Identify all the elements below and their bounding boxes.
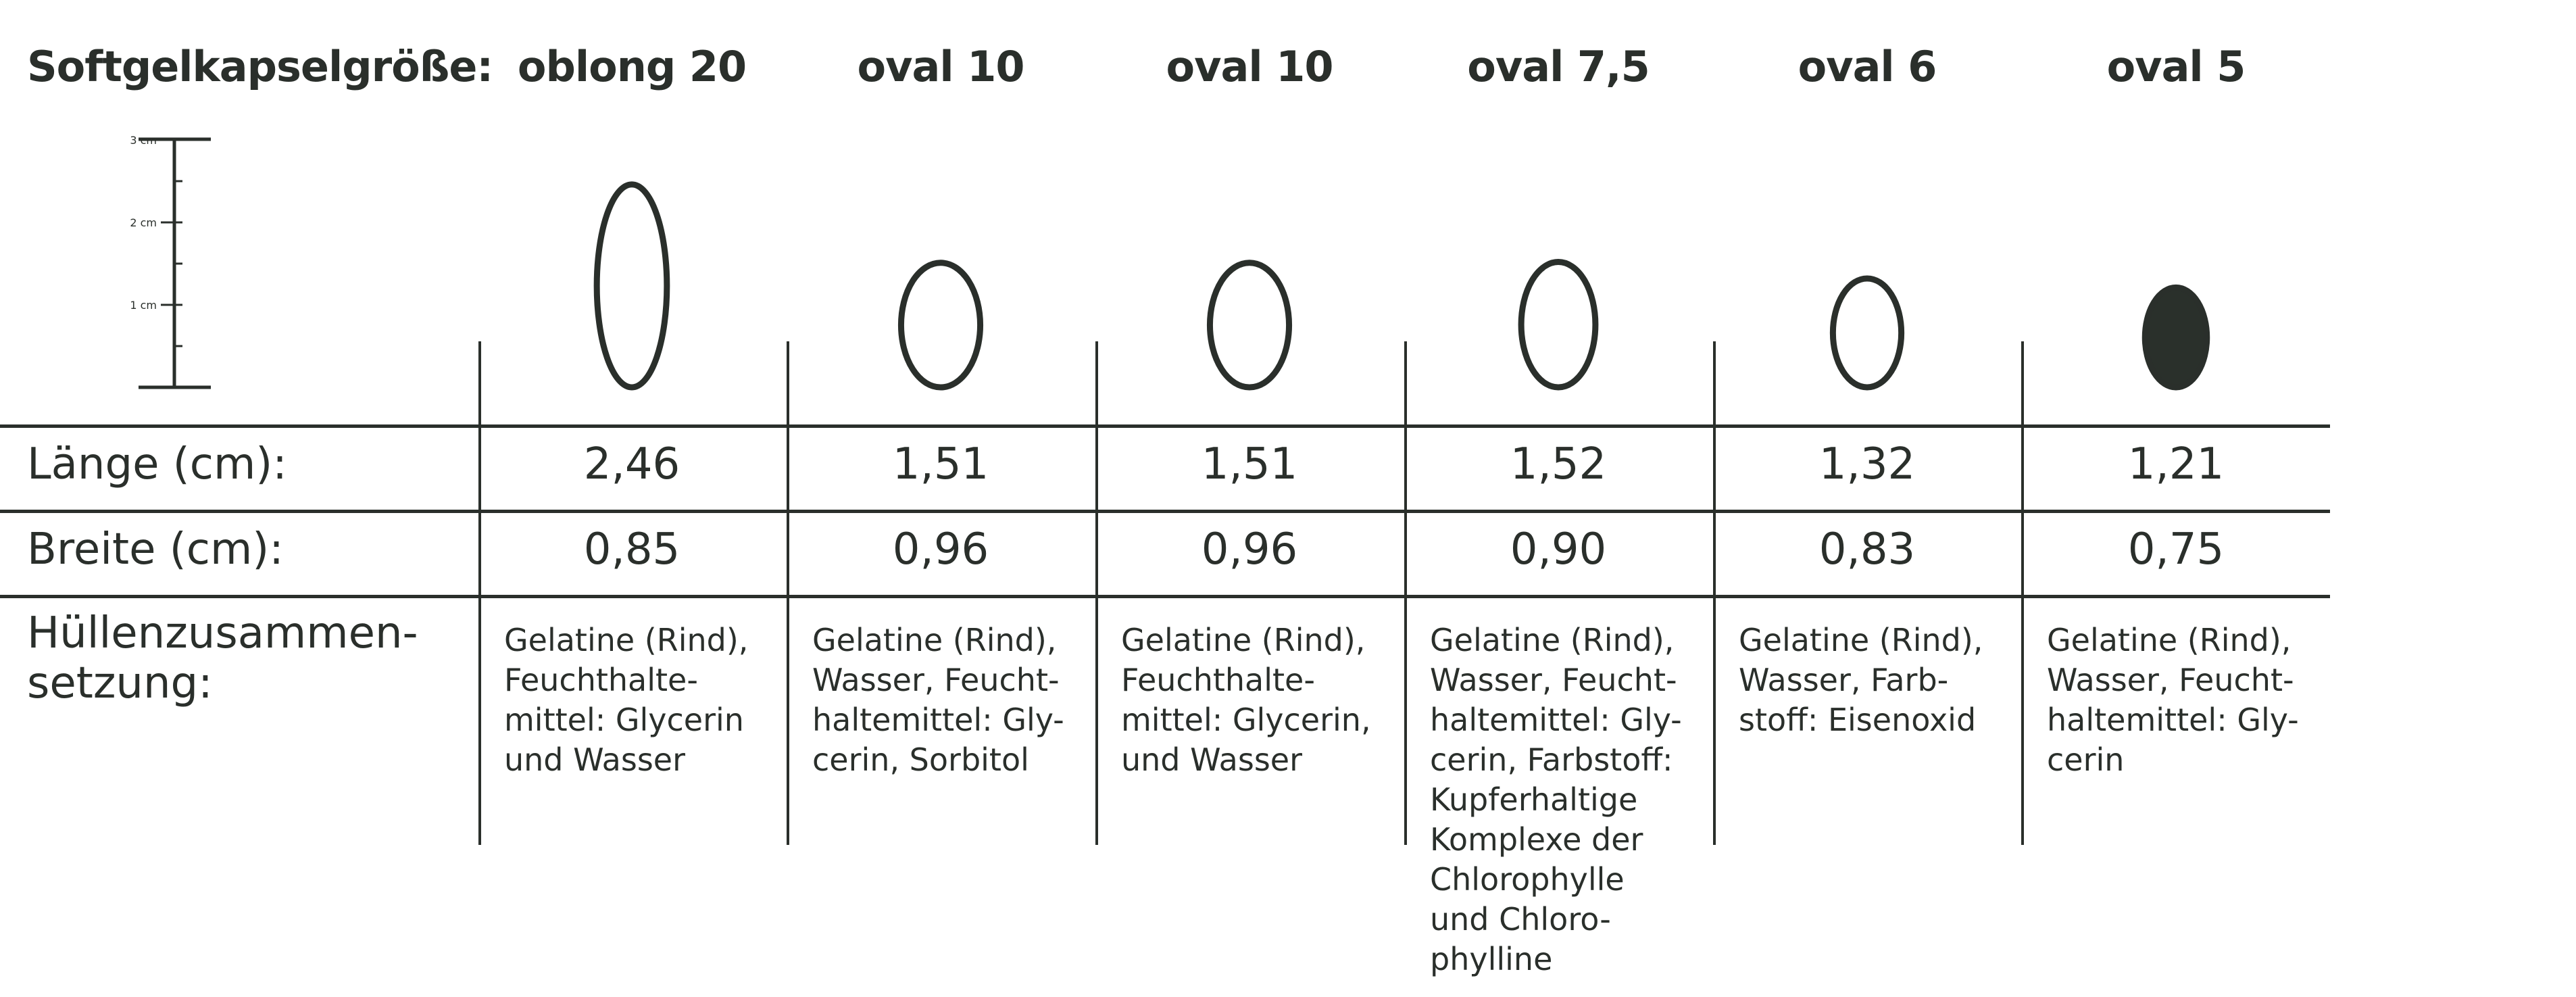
width-value: 0,75 (2127, 525, 2225, 575)
length-value: 1,51 (892, 439, 989, 489)
composition-line: Wasser, Feucht- (1430, 662, 1677, 698)
length-value: 1,21 (2127, 439, 2225, 489)
length-value: 2,46 (583, 439, 680, 489)
capsule-outline (2141, 284, 2210, 391)
composition-line: Wasser, Feucht- (812, 662, 1060, 698)
composition-line: Wasser, Farb- (1739, 662, 1949, 698)
composition-line: cerin, Farbstoff: (1430, 741, 1673, 778)
composition-line: und Chloro- (1430, 901, 1611, 938)
column-divider (1095, 341, 1098, 845)
capsule-name-heading: oval 7,5 (1467, 42, 1650, 91)
composition-line: Gelatine (Rind), (1739, 622, 1983, 658)
composition-line: haltemittel: Gly- (812, 702, 1064, 738)
composition-line: Gelatine (Rind), (1430, 622, 1675, 658)
composition-text: Gelatine (Rind), Wasser, Feucht-haltemitt… (812, 621, 1064, 780)
composition-line: Wasser, Feucht- (2047, 662, 2294, 698)
composition-text: Gelatine (Rind), Wasser, Feucht-haltemitt… (1430, 621, 1682, 979)
column-divider (2021, 341, 2024, 845)
composition-line: und Wasser (1121, 741, 1303, 778)
size-header-label: Softgelkapselgröße: (27, 42, 493, 91)
composition-line: und Wasser (504, 741, 686, 778)
capsule-name-heading: oval 10 (857, 42, 1025, 91)
column-divider (1404, 341, 1407, 845)
composition-line: Gelatine (Rind), (504, 622, 749, 658)
composition-line: cerin, Sorbitol (812, 741, 1029, 778)
composition-label-line: Hüllenzusammen- (27, 608, 418, 658)
width-value: 0,85 (583, 525, 680, 575)
width-value: 0,90 (1510, 525, 1607, 575)
column-divider (787, 341, 789, 845)
table-rule-bottom (0, 595, 2330, 598)
composition-label-line: setzung: (27, 658, 213, 708)
column-divider (1713, 341, 1716, 845)
capsule-outline (1206, 260, 1293, 391)
composition-row-label: Hüllenzusammen- setzung: (27, 608, 418, 708)
length-value: 1,32 (1818, 439, 1916, 489)
composition-line: Komplexe der (1430, 821, 1643, 858)
composition-line: haltemittel: Gly- (1430, 702, 1682, 738)
composition-line: phylline (1430, 941, 1553, 977)
capsule-name-heading: oblong 20 (517, 42, 747, 91)
length-row-label: Länge (cm): (27, 439, 287, 489)
length-value: 1,52 (1510, 439, 1607, 489)
composition-line: Feuchthalte- (504, 662, 698, 698)
capsule-name-heading: oval 10 (1166, 42, 1334, 91)
composition-line: cerin (2047, 741, 2125, 778)
composition-line: Gelatine (Rind), (1121, 622, 1366, 658)
composition-line: mittel: Glycerin (504, 702, 744, 738)
width-value: 0,83 (1818, 525, 1916, 575)
table-rule-middle (0, 510, 2330, 513)
length-value: 1,51 (1201, 439, 1298, 489)
scale-tick-label: 1 cm (130, 299, 157, 312)
composition-text: Gelatine (Rind), Wasser, Farb-stoff: Eise… (1739, 621, 1983, 740)
capsule-outline (1829, 275, 1905, 391)
capsule-outline (1518, 259, 1599, 391)
composition-line: stoff: Eisenoxid (1739, 702, 1977, 738)
width-value: 0,96 (1201, 525, 1298, 575)
capsule-name-heading: oval 6 (1798, 42, 1937, 91)
capsule-outline (897, 260, 984, 391)
composition-text: Gelatine (Rind), Feuchthalte-mittel: Glyc… (504, 621, 748, 780)
column-divider (478, 341, 481, 845)
width-value: 0,96 (892, 525, 989, 575)
composition-line: Feuchthalte- (1121, 662, 1315, 698)
capsule-outline (593, 181, 670, 391)
width-row-label: Breite (cm): (27, 525, 284, 575)
scale-tick-label: 2 cm (130, 216, 157, 229)
composition-line: Gelatine (Rind), (812, 622, 1057, 658)
composition-line: Gelatine (Rind), (2047, 622, 2292, 658)
composition-text: Gelatine (Rind), Feuchthalte-mittel: Glyc… (1121, 621, 1371, 780)
composition-line: mittel: Glycerin, (1121, 702, 1371, 738)
composition-line: Chlorophylle (1430, 861, 1625, 898)
composition-line: Kupferhaltige (1430, 781, 1638, 818)
composition-text: Gelatine (Rind), Wasser, Feucht-haltemitt… (2047, 621, 2299, 780)
capsule-name-heading: oval 5 (2106, 42, 2246, 91)
table-rule-top (0, 424, 2330, 428)
scale-tick-label: 3 cm (130, 134, 157, 147)
composition-line: haltemittel: Gly- (2047, 702, 2299, 738)
